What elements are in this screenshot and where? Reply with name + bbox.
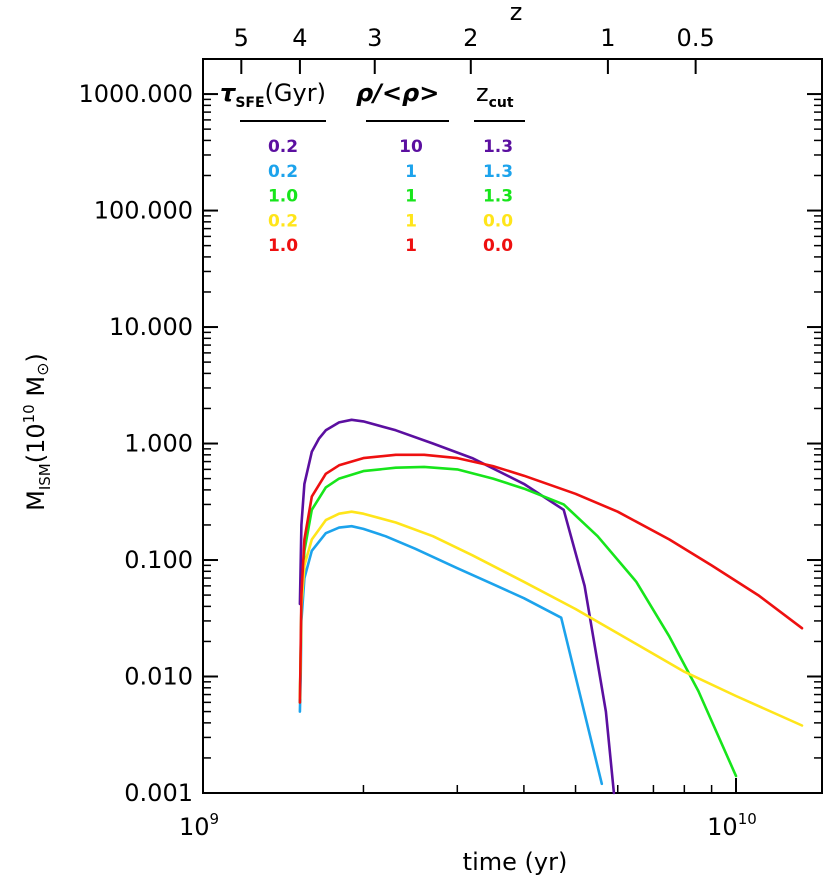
table-cell-zcut: 0.0 xyxy=(483,211,513,231)
table-cell-tau: 1.0 xyxy=(268,236,298,256)
series-layer xyxy=(298,418,804,795)
top-tick-label: 4 xyxy=(292,24,307,52)
y-axis: 0.0010.0100.1001.00010.000100.0001000.00… xyxy=(78,80,822,807)
y-tick-label: 0.010 xyxy=(124,663,193,691)
y-tick-label: 1.000 xyxy=(124,430,193,458)
table-cell-tau: 0.2 xyxy=(268,211,298,231)
y-tick-label: 10.000 xyxy=(109,313,193,341)
y-title-sup: 10 xyxy=(20,404,38,423)
top-tick-label: 3 xyxy=(367,24,382,52)
x-axis-title: time (yr) xyxy=(463,848,568,876)
series-line-3 xyxy=(298,465,738,778)
y-tick-label: 0.100 xyxy=(124,546,193,574)
table-cell-rho: 1 xyxy=(405,187,417,207)
x-axis: 109 1010 xyxy=(179,778,757,841)
table-cell-rho: 1 xyxy=(405,211,417,231)
table-cell-zcut: 1.3 xyxy=(483,187,513,207)
table-cell-zcut: 0.0 xyxy=(483,236,513,256)
top-tick-label: 1 xyxy=(600,24,615,52)
top-z-axis: 5 4 3 2 1 0.5 xyxy=(234,24,715,74)
table-cell-tau: 1.0 xyxy=(268,187,298,207)
top-tick-label: 0.5 xyxy=(677,24,715,52)
table-header-tau: τSFE(Gyr) xyxy=(220,79,326,111)
table-cell-rho: 1 xyxy=(405,236,417,256)
table-cell-zcut: 1.3 xyxy=(483,162,513,182)
x-tick-label: 109 xyxy=(179,810,219,841)
y-tick-label: 0.001 xyxy=(124,779,193,807)
y-title-tail: (10 xyxy=(22,423,50,463)
top-axis-title: z xyxy=(510,0,523,26)
series-line-2 xyxy=(298,524,604,786)
table-cell-tau: 0.2 xyxy=(268,137,298,157)
y-title-sub: ISM xyxy=(36,463,54,490)
table-cell-zcut: 1.3 xyxy=(483,137,513,157)
series-line-1 xyxy=(298,418,616,795)
y-axis-title: MISM(1010 M⊙) xyxy=(20,353,54,511)
top-tick-label: 5 xyxy=(234,24,249,52)
series-line-4 xyxy=(298,510,804,727)
series-line-5 xyxy=(298,453,804,704)
x-tick-label: 1010 xyxy=(707,810,757,841)
table-header-rho: ρ/<ρ> xyxy=(356,79,439,107)
plot-frame xyxy=(202,58,823,794)
table-header-zcut: zcut xyxy=(476,79,514,111)
table-cell-tau: 0.2 xyxy=(268,162,298,182)
top-tick-label: 2 xyxy=(463,24,478,52)
y-title-close: ) xyxy=(22,353,50,362)
legend-table: τSFE(Gyr) ρ/<ρ> zcut 0.2 10 1.3 0.2 1 1.3 1.0 1 1.3… xyxy=(220,79,525,256)
svg-text:MISM(1010 M⊙): MISM(1010 M⊙) xyxy=(20,353,54,511)
table-cell-rho: 1 xyxy=(405,162,417,182)
table-cell-rho: 10 xyxy=(399,137,423,157)
y-title-unit: M xyxy=(22,376,50,404)
sun-symbol-icon: ⊙ xyxy=(33,363,52,376)
y-title-main: M xyxy=(22,490,50,511)
y-tick-label: 1000.000 xyxy=(78,80,193,108)
y-tick-label: 100.000 xyxy=(94,197,193,225)
